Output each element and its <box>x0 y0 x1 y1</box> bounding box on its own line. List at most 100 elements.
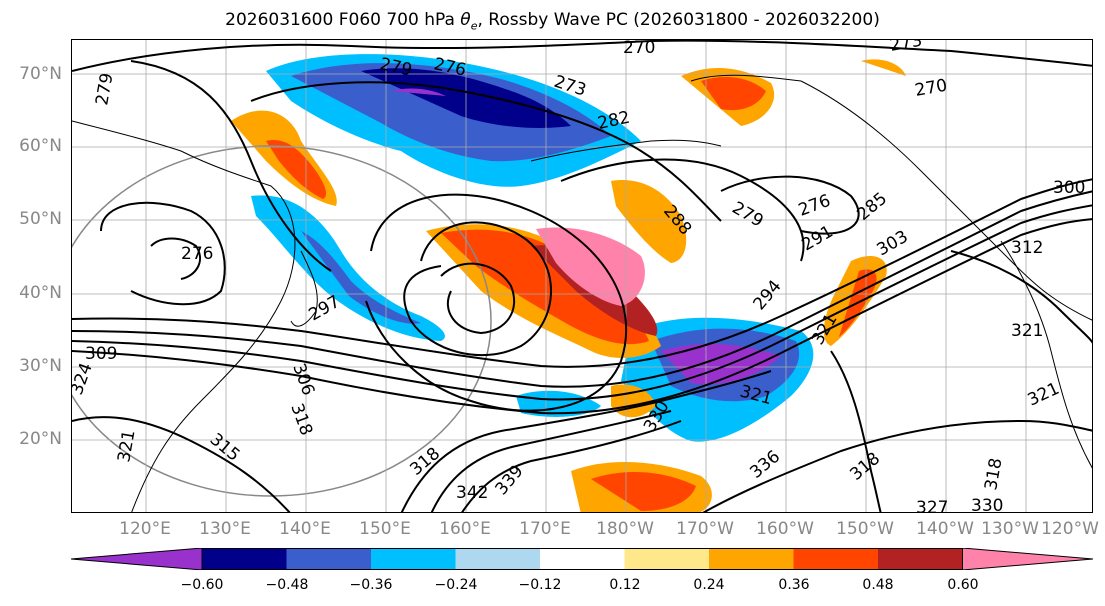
contour-north-3 <box>250 81 722 222</box>
neg-anomaly-north-pacific-core <box>291 63 611 162</box>
contour-ridge-2 <box>720 175 860 235</box>
neg-anomaly-japan <box>251 195 445 341</box>
colorbar-tick: −0.12 <box>518 577 562 593</box>
title-prefix: 2026031600 F060 700 hPa <box>225 10 461 30</box>
contour-label: 342 <box>456 483 488 503</box>
colorbar <box>71 548 1093 570</box>
title-suffix: , Rossby Wave PC (2026031800 - 202603220… <box>477 10 880 30</box>
lon-label-140E: 140°E <box>279 519 331 539</box>
contour-subtropic-1 <box>400 370 772 512</box>
lat-label-70: 70°N <box>19 64 62 84</box>
contour-subtropic-4 <box>702 419 1092 512</box>
contour-label: 279 <box>729 198 767 232</box>
neg-anomaly-japan-core <box>301 231 421 324</box>
contour-jet-4 <box>72 178 1092 368</box>
contour-subtropic-3 <box>461 420 682 512</box>
contour-label: 273 <box>888 40 923 56</box>
contour-label: 315 <box>206 430 244 466</box>
pos-anomaly-main-band-pink <box>536 227 645 306</box>
colorbar-segment <box>878 548 963 570</box>
colorbar-extend-max <box>962 548 1093 570</box>
lon-label-140W: 140°W <box>916 519 974 539</box>
lon-label-130W: 130°W <box>981 519 1039 539</box>
contour-label: 294 <box>750 276 786 314</box>
pos-anomaly-midlat <box>611 180 687 263</box>
map-panel: 279 276 273 270 273 270 282 279 276 300 … <box>71 39 1093 513</box>
colorbar-tick: −0.48 <box>265 577 309 593</box>
pos-anomaly-kamchatka-red <box>266 140 327 199</box>
contour-label: 300 <box>1053 178 1085 198</box>
contour-jet-2 <box>72 204 1092 401</box>
colorbar-tick: −0.60 <box>180 577 224 593</box>
map-canvas: 279 276 273 270 273 270 282 279 276 300 … <box>72 40 1092 513</box>
contour-jet-1 <box>72 190 1092 388</box>
neg-anomaly-subtropical-deep <box>661 343 781 385</box>
lon-label-180W: 180°W <box>596 519 654 539</box>
lon-label-150W: 150°W <box>836 519 894 539</box>
lat-label-20: 20°N <box>19 429 62 449</box>
colorbar-segment <box>455 548 541 570</box>
lon-label-120E: 120°E <box>119 519 171 539</box>
contour-label: 270 <box>623 40 655 58</box>
theta-subscript: e <box>470 19 478 33</box>
colorbar-outline <box>201 548 963 570</box>
theta-e-contours <box>72 40 1092 512</box>
contour-label: 270 <box>913 76 948 101</box>
lat-label-30: 30°N <box>19 356 62 376</box>
pos-anomaly-small-2 <box>861 59 906 76</box>
contour-swirl-1 <box>403 221 552 357</box>
contour-label: 327 <box>916 498 948 513</box>
lon-label-170W: 170°W <box>676 519 734 539</box>
lon-label-160E: 160°E <box>439 519 491 539</box>
contour-east-1 <box>830 350 882 512</box>
contour-jet-3 <box>72 218 1092 415</box>
colorbar-tick: 0.24 <box>693 577 725 593</box>
contour-label: 324 <box>72 360 97 397</box>
lat-label-60: 60°N <box>19 136 62 156</box>
colorbar-tick: −0.36 <box>349 577 393 593</box>
lat-label-50: 50°N <box>19 209 62 229</box>
chart-title: 2026031600 F060 700 hPa θe, Rossby Wave … <box>0 10 1105 32</box>
contour-label: 312 <box>1011 238 1043 258</box>
contour-label: 318 <box>286 401 316 438</box>
coastline-japan <box>290 250 318 327</box>
contour-label: 285 <box>853 189 891 225</box>
projection-boundary <box>72 145 492 497</box>
contour-swirl-2 <box>440 262 516 335</box>
colorbar-segment <box>371 548 456 570</box>
colorbar-tick: 0.60 <box>947 577 979 593</box>
contour-subtropic-2 <box>430 410 672 512</box>
contour-label: 321 <box>1025 379 1063 411</box>
contour-low-1 <box>100 201 226 306</box>
contour-label: 339 <box>492 461 528 499</box>
contour-label: 318 <box>981 456 1006 491</box>
pos-anomaly-gulf-alaska-red <box>701 76 766 111</box>
contour-label: 318 <box>846 449 884 485</box>
colorbar-segment <box>624 548 710 570</box>
theta-symbol: θ <box>460 10 471 30</box>
colorbar-tick: 0.48 <box>862 577 894 593</box>
colorbar-tick: −0.24 <box>434 577 478 593</box>
lon-label-160W: 160°W <box>756 519 814 539</box>
pos-anomaly-main-band-red <box>441 229 649 345</box>
contour-label: 318 <box>406 444 444 480</box>
contour-label: 309 <box>85 344 117 364</box>
shading-layer <box>231 54 906 512</box>
coastline-asia <box>72 120 296 512</box>
contour-north-2 <box>130 60 332 272</box>
neg-anomaly-north-pacific-purple <box>391 88 446 96</box>
contour-east-2 <box>950 250 1092 344</box>
colorbar-segment <box>709 548 794 570</box>
colorbar-extend-min <box>71 548 203 570</box>
colorbar-tick: 0.36 <box>778 577 810 593</box>
lon-label-150E: 150°E <box>359 519 411 539</box>
coastline-alaska <box>690 74 1092 321</box>
coastline-aleutians <box>530 139 722 162</box>
contour-southwest <box>72 416 291 512</box>
contour-label: 306 <box>288 361 318 398</box>
lon-label-120W: 120°W <box>1041 519 1099 539</box>
colorbar-segments <box>71 548 1093 570</box>
lon-label-130E: 130°E <box>199 519 251 539</box>
lon-label-170E: 170°E <box>519 519 571 539</box>
contour-low-2 <box>150 237 201 280</box>
